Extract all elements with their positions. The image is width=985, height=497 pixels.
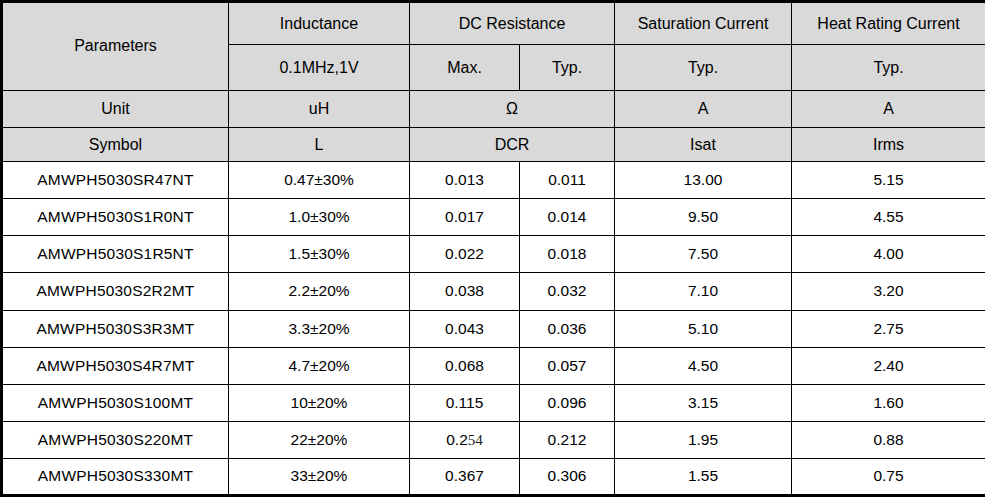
unit-isat: A: [615, 90, 792, 127]
inductance-value: 10±20%: [229, 384, 410, 421]
header-row-titles: Parameters Inductance DC Resistance Satu…: [2, 2, 985, 45]
isat-value: 5.10: [615, 310, 792, 347]
dcr-max-value: 0.043: [410, 310, 520, 347]
dcr-typ-value: 0.011: [520, 162, 615, 199]
isat-value: 3.15: [615, 384, 792, 421]
part-number-cell: AMWPH5030SR47NT: [2, 162, 229, 199]
isat-value: 7.50: [615, 236, 792, 273]
part-number-cell: AMWPH5030S2R2MT: [2, 273, 229, 310]
isat-value: 1.95: [615, 421, 792, 458]
unit-row: Unit uH Ω A A: [2, 90, 985, 127]
dcr-max-value: 0.115: [410, 384, 520, 421]
irms-value: 2.40: [792, 347, 985, 384]
isat-value: 13.00: [615, 162, 792, 199]
isat-value: 9.50: [615, 199, 792, 236]
dcr-typ-value: 0.018: [520, 236, 615, 273]
part-number-cell: AMWPH5030S330MT: [2, 458, 229, 495]
part-number-cell: AMWPH5030S3R3MT: [2, 310, 229, 347]
irms-value: 4.00: [792, 236, 985, 273]
unit-irms: A: [792, 90, 985, 127]
table-row: AMWPH5030S4R7MT 4.7±20% 0.068 0.057 4.50…: [2, 347, 985, 384]
symbol-inductance: L: [229, 127, 410, 161]
dcr-max-value: 0.017: [410, 199, 520, 236]
header-inductance: Inductance: [229, 2, 410, 45]
table-row: AMWPH5030S330MT 33±20% 0.367 0.306 1.55 …: [2, 458, 985, 495]
part-number-cell: AMWPH5030S4R7MT: [2, 347, 229, 384]
table-row: AMWPH5030S1R5NT 1.5±30% 0.022 0.018 7.50…: [2, 236, 985, 273]
table-row: AMWPH5030S100MT 10±20% 0.115 0.096 3.15 …: [2, 384, 985, 421]
part-number-cell: AMWPH5030S220MT: [2, 421, 229, 458]
irms-value: 3.20: [792, 273, 985, 310]
header-irms-typ-label: Typ.: [792, 45, 985, 90]
dcr-max-value: 0.367: [410, 458, 520, 495]
irms-value: 0.75: [792, 458, 985, 495]
dcr-typ-value: 0.032: [520, 273, 615, 310]
irms-value: 5.15: [792, 162, 985, 199]
table-row: AMWPH5030S2R2MT 2.2±20% 0.038 0.032 7.10…: [2, 273, 985, 310]
unit-inductance: uH: [229, 90, 410, 127]
dcr-max-value-tail: 54: [468, 432, 483, 448]
isat-value: 1.55: [615, 458, 792, 495]
irms-value: 0.88: [792, 421, 985, 458]
irms-value: 4.55: [792, 199, 985, 236]
symbol-row: Symbol L DCR Isat Irms: [2, 127, 985, 161]
dcr-typ-value: 0.014: [520, 199, 615, 236]
unit-dcr: Ω: [410, 90, 615, 127]
irms-value: 2.75: [792, 310, 985, 347]
inductance-value: 0.47±30%: [229, 162, 410, 199]
table-row: AMWPH5030S220MT 22±20% 0.254 0.212 1.95 …: [2, 421, 985, 458]
part-number-cell: AMWPH5030S1R5NT: [2, 236, 229, 273]
dcr-typ-value: 0.306: [520, 458, 615, 495]
header-saturation-current: Saturation Current: [615, 2, 792, 45]
header-dcr-typ-label: Typ.: [520, 45, 615, 90]
inductance-value: 3.3±20%: [229, 310, 410, 347]
symbol-row-label: Symbol: [2, 127, 229, 161]
inductor-spec-table: Parameters Inductance DC Resistance Satu…: [0, 0, 985, 497]
part-number-cell: AMWPH5030S1R0NT: [2, 199, 229, 236]
inductance-value: 1.5±30%: [229, 236, 410, 273]
header-dc-resistance: DC Resistance: [410, 2, 615, 45]
inductance-value: 33±20%: [229, 458, 410, 495]
table-row: AMWPH5030S3R3MT 3.3±20% 0.043 0.036 5.10…: [2, 310, 985, 347]
isat-value: 7.10: [615, 273, 792, 310]
symbol-dcr: DCR: [410, 127, 615, 161]
inductance-value: 22±20%: [229, 421, 410, 458]
part-number-cell: AMWPH5030S100MT: [2, 384, 229, 421]
header-inductance-condition: 0.1MHz,1V: [229, 45, 410, 90]
inductance-value: 4.7±20%: [229, 347, 410, 384]
unit-row-label: Unit: [2, 90, 229, 127]
dcr-max-value: 0.038: [410, 273, 520, 310]
dcr-max-value: 0.254: [410, 421, 520, 458]
irms-value: 1.60: [792, 384, 985, 421]
header-isat-typ-label: Typ.: [615, 45, 792, 90]
dcr-typ-value: 0.057: [520, 347, 615, 384]
header-parameters: Parameters: [2, 2, 229, 91]
dcr-max-value: 0.013: [410, 162, 520, 199]
symbol-irms: Irms: [792, 127, 985, 161]
inductance-value: 1.0±30%: [229, 199, 410, 236]
inductance-value: 2.2±20%: [229, 273, 410, 310]
dcr-max-value-main: 0.2: [446, 431, 468, 448]
symbol-isat: Isat: [615, 127, 792, 161]
dcr-max-value: 0.068: [410, 347, 520, 384]
table-row: AMWPH5030S1R0NT 1.0±30% 0.017 0.014 9.50…: [2, 199, 985, 236]
table-row: AMWPH5030SR47NT 0.47±30% 0.013 0.011 13.…: [2, 162, 985, 199]
isat-value: 4.50: [615, 347, 792, 384]
dcr-typ-value: 0.096: [520, 384, 615, 421]
dcr-typ-value: 0.212: [520, 421, 615, 458]
header-dcr-max-label: Max.: [410, 45, 520, 90]
header-heat-rating-current: Heat Rating Current: [792, 2, 985, 45]
dcr-max-value: 0.022: [410, 236, 520, 273]
dcr-typ-value: 0.036: [520, 310, 615, 347]
